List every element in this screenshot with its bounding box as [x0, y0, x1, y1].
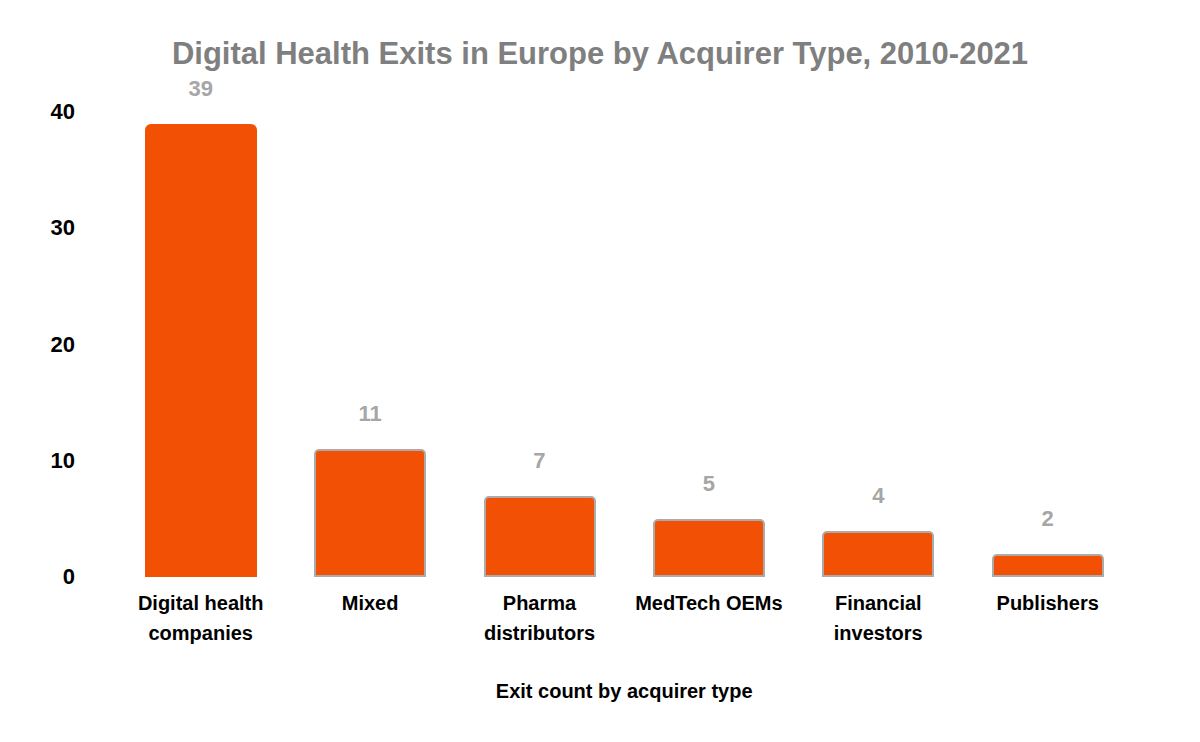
y-tick-label: 0 — [0, 566, 75, 588]
bar-value-label: 39 — [116, 78, 285, 100]
bar-value-label: 2 — [963, 508, 1132, 530]
bar-value-label: 4 — [794, 485, 963, 507]
bar — [822, 531, 934, 578]
x-category-label: MedTech OEMs — [624, 588, 793, 618]
x-category-label: Publishers — [963, 588, 1132, 618]
bar — [145, 124, 257, 577]
bar — [484, 496, 596, 577]
bar-value-label: 11 — [285, 403, 454, 425]
bar-value-label: 7 — [455, 450, 624, 472]
y-tick-label: 10 — [0, 450, 75, 472]
bar — [992, 554, 1104, 577]
bar-value-label: 5 — [624, 473, 793, 495]
x-category-label: Mixed — [285, 588, 454, 618]
x-category-label: Financial investors — [794, 588, 963, 648]
bar — [314, 449, 426, 577]
x-axis-title: Exit count by acquirer type — [116, 679, 1132, 703]
y-tick-label: 30 — [0, 217, 75, 239]
x-category-label: Digital health companies — [116, 588, 285, 648]
y-tick-label: 20 — [0, 334, 75, 356]
y-tick-label: 40 — [0, 101, 75, 123]
bar — [653, 519, 765, 577]
bar-chart: Digital Health Exits in Europe by Acquir… — [0, 0, 1200, 742]
x-category-label: Pharma distributors — [455, 588, 624, 648]
chart-title: Digital Health Exits in Europe by Acquir… — [0, 36, 1200, 72]
